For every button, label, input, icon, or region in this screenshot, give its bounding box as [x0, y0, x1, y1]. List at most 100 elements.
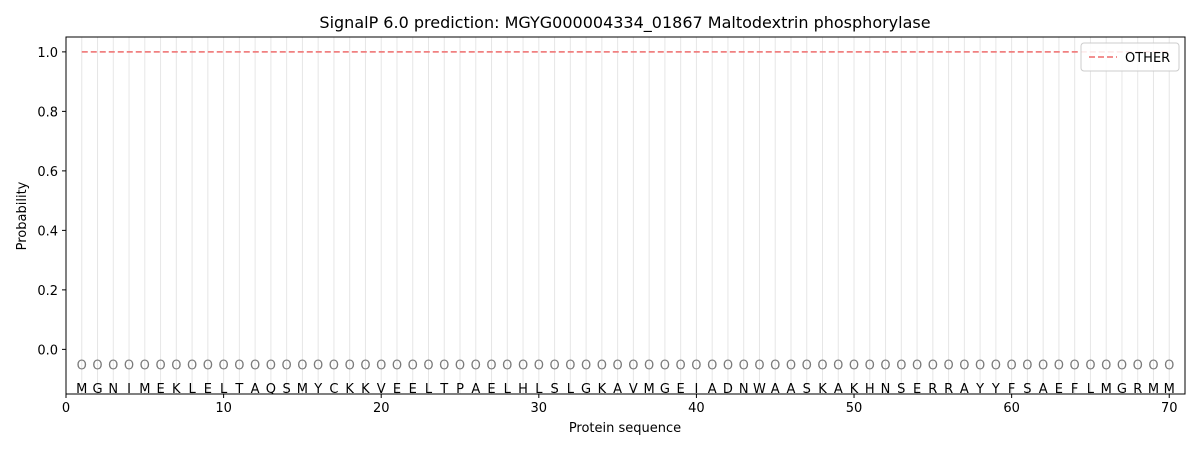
predicted-label: O: [518, 358, 528, 373]
y-tick-label: 0.8: [37, 105, 58, 120]
y-tick-label: 1.0: [37, 46, 58, 61]
residue-letter: Y: [975, 382, 984, 397]
predicted-label: O: [1101, 358, 1111, 373]
predicted-label: O: [707, 358, 717, 373]
residue-letter: F: [1008, 382, 1015, 397]
residue-letter: G: [1117, 382, 1127, 397]
x-tick-label: 60: [1003, 401, 1020, 416]
residue-letter: A: [787, 382, 796, 397]
predicted-label: O: [817, 358, 827, 373]
predicted-label: O: [1007, 358, 1017, 373]
predicted-label: O: [613, 358, 623, 373]
predicted-label: O: [1164, 358, 1174, 373]
predicted-label: O: [975, 358, 985, 373]
predicted-label: O: [1148, 358, 1158, 373]
predicted-label: O: [833, 358, 843, 373]
y-tick-label: 0.0: [37, 343, 58, 358]
residue-letter: N: [881, 382, 891, 397]
residue-letter: R: [1133, 382, 1142, 397]
predicted-label: O: [802, 358, 812, 373]
x-tick-label: 20: [373, 401, 390, 416]
residue-letter: L: [535, 382, 543, 397]
residue-letter: T: [439, 382, 448, 397]
residue-letter: S: [803, 382, 811, 397]
predicted-label: O: [865, 358, 875, 373]
residue-letter: Q: [266, 382, 276, 397]
predicted-label: O: [408, 358, 418, 373]
predicted-label: O: [786, 358, 796, 373]
predicted-label: O: [329, 358, 339, 373]
predicted-label: O: [991, 358, 1001, 373]
predicted-label: O: [77, 358, 87, 373]
predicted-label: O: [471, 358, 481, 373]
residue-letter: A: [251, 382, 260, 397]
predicted-label: O: [1070, 358, 1080, 373]
residue-letter: S: [1023, 382, 1031, 397]
residue-letter: A: [471, 382, 480, 397]
predicted-label: O: [502, 358, 512, 373]
legend-box: [1080, 42, 1180, 72]
residue-letter: E: [913, 382, 921, 397]
legend-label: OTHER: [1125, 51, 1170, 66]
predicted-label: O: [392, 358, 402, 373]
predicted-label: O: [739, 358, 749, 373]
predicted-label: O: [455, 358, 465, 373]
residue-letter: M: [297, 382, 308, 397]
residue-letter: I: [127, 382, 131, 397]
residue-letter: A: [708, 382, 717, 397]
residue-letter: L: [188, 382, 196, 397]
predicted-label: O: [187, 358, 197, 373]
predicted-label: O: [155, 358, 165, 373]
predicted-label: O: [486, 358, 496, 373]
predicted-label: O: [770, 358, 780, 373]
residue-letter: K: [172, 382, 181, 397]
legend: OTHER: [1080, 42, 1180, 72]
x-tick-label: 50: [846, 401, 863, 416]
predicted-label: O: [534, 358, 544, 373]
predicted-label: O: [1054, 358, 1064, 373]
predicted-label: O: [1038, 358, 1048, 373]
residue-letter: Y: [991, 382, 1000, 397]
residue-letter: E: [393, 382, 401, 397]
residue-letter: V: [377, 382, 386, 397]
chart-title: SignalP 6.0 prediction: MGYG000004334_01…: [319, 13, 930, 33]
residue-letter: N: [108, 382, 118, 397]
residue-letter: K: [361, 382, 370, 397]
residue-letter: A: [613, 382, 622, 397]
residue-letter: S: [897, 382, 905, 397]
predicted-label: O: [108, 358, 118, 373]
predicted-label: O: [628, 358, 638, 373]
residue-letter: E: [409, 382, 417, 397]
residue-letter: M: [1164, 382, 1175, 397]
predicted-label: O: [565, 358, 575, 373]
y-tick-label: 0.4: [37, 224, 58, 239]
predicted-label: O: [549, 358, 559, 373]
x-tick-label: 40: [688, 401, 705, 416]
predicted-label: O: [691, 358, 701, 373]
predicted-label: O: [171, 358, 181, 373]
predicted-label: O: [218, 358, 228, 373]
predicted-label: O: [140, 358, 150, 373]
residue-letter: G: [92, 382, 102, 397]
residue-letter: P: [456, 382, 464, 397]
predicted-label: O: [880, 358, 890, 373]
residue-letter: L: [425, 382, 433, 397]
y-tick-label: 0.2: [37, 284, 58, 299]
predicted-label: O: [1085, 358, 1095, 373]
predicted-label: O: [660, 358, 670, 373]
predicted-label: O: [203, 358, 213, 373]
residue-letter: E: [677, 382, 685, 397]
plot-frame: [65, 36, 1186, 395]
x-tick-label: 10: [215, 401, 232, 416]
predicted-label: O: [266, 358, 276, 373]
predicted-label: O: [345, 358, 355, 373]
residue-letter: R: [944, 382, 953, 397]
predicted-label: O: [912, 358, 922, 373]
predicted-label: O: [959, 358, 969, 373]
predicted-label: O: [282, 358, 292, 373]
residue-letter: G: [660, 382, 670, 397]
predicted-label: O: [644, 358, 654, 373]
residue-letter: K: [598, 382, 607, 397]
residue-letter: G: [581, 382, 591, 397]
residue-letter: Y: [313, 382, 322, 397]
